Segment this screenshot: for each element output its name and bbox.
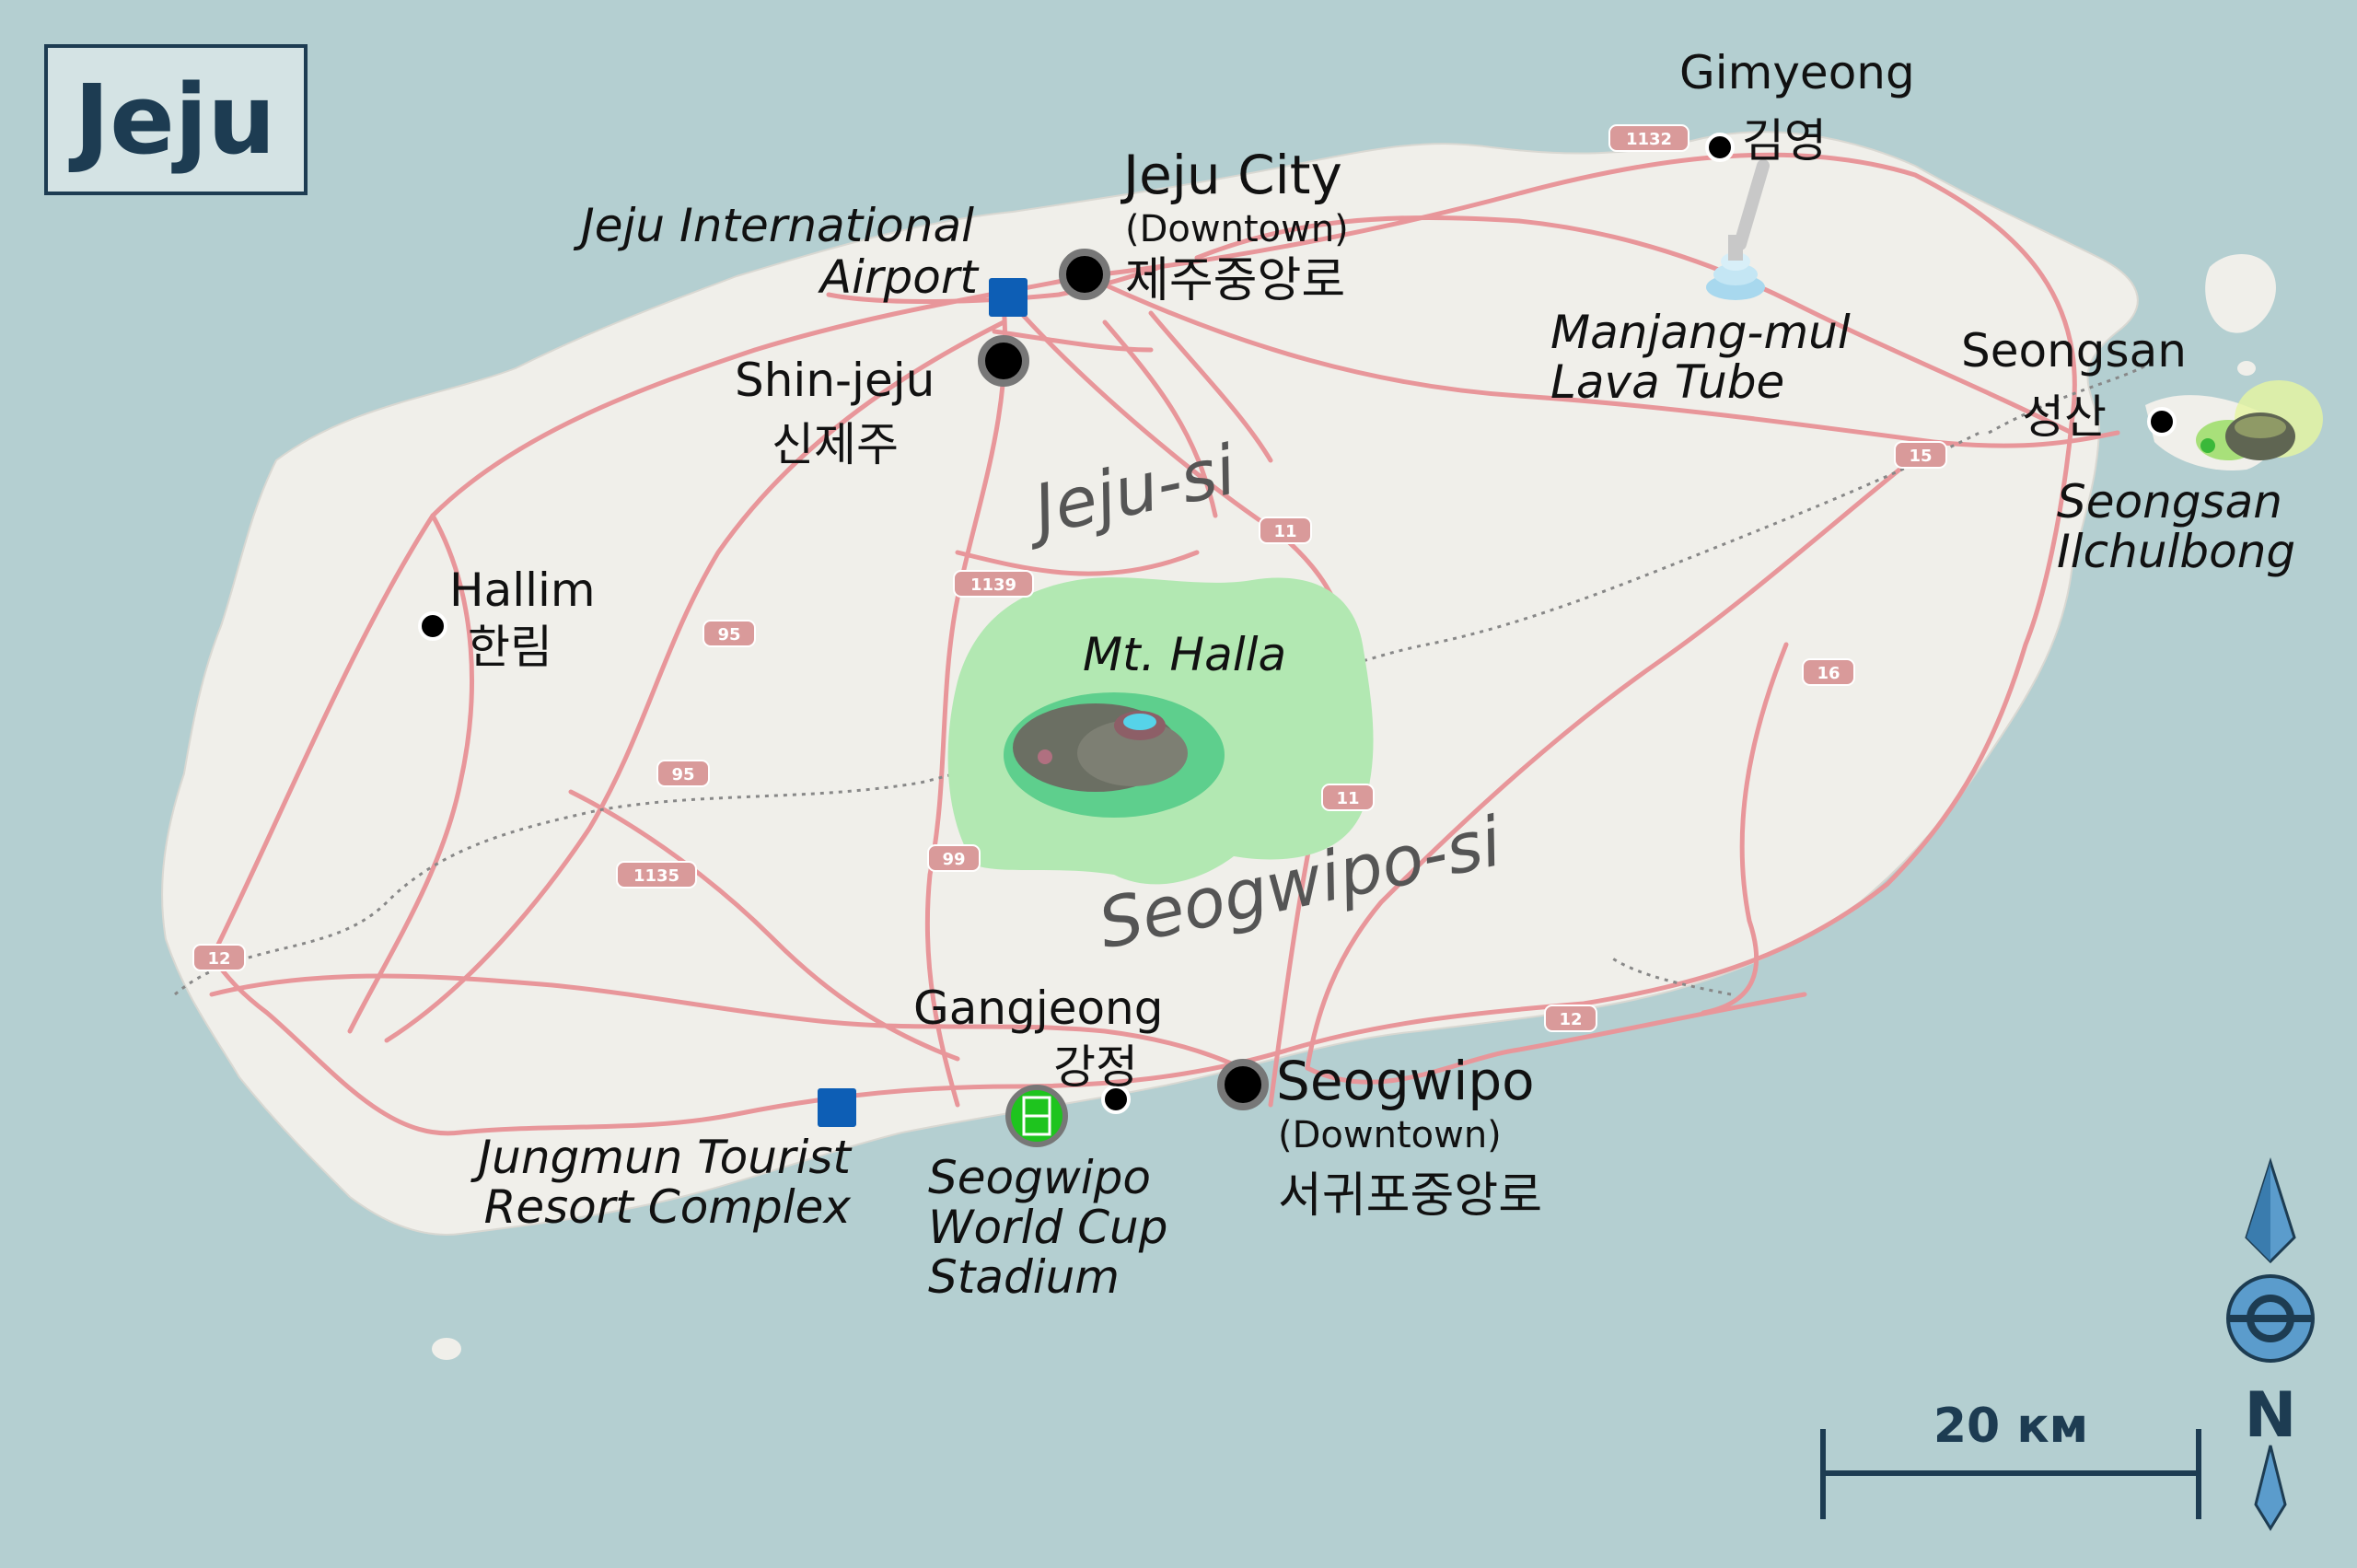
city-name-seogwipo: Seogwipo bbox=[1276, 1050, 1535, 1112]
lava-tube-label-line2: Lava Tube bbox=[1550, 355, 1784, 409]
jungmun-marker-icon[interactable] bbox=[818, 1088, 856, 1127]
town-korean-gangjeong: 강정 bbox=[1053, 1040, 1138, 1094]
city-jeju-city[interactable]: Jeju City (Downtown) 제주중앙로 bbox=[1059, 144, 1349, 308]
compass-rose: N bbox=[2226, 1157, 2315, 1531]
poi-lava-tube[interactable]: Manjang-mul Lava Tube bbox=[1550, 306, 1851, 409]
svg-text:16: 16 bbox=[1817, 664, 1840, 683]
town-name-seongsan: Seongsan bbox=[1961, 324, 2187, 377]
city-marker-jeju-city[interactable] bbox=[1059, 249, 1110, 300]
svg-text:11: 11 bbox=[1336, 789, 1359, 808]
stadium-label-line1: Seogwipo bbox=[928, 1151, 1151, 1204]
svg-text:15: 15 bbox=[1909, 447, 1932, 466]
city-korean-shin-jeju: 신제주 bbox=[772, 418, 899, 471]
city-name-jeju-city: Jeju City bbox=[1120, 144, 1342, 206]
compass-north-label: N bbox=[2245, 1379, 2297, 1452]
shield-1139: 1139 bbox=[953, 570, 1034, 598]
town-korean-hallim: 한림 bbox=[468, 621, 552, 674]
airport-label-line2: Airport bbox=[818, 250, 981, 304]
town-name-gimyeong: Gimyeong bbox=[1679, 46, 1915, 99]
islet-east bbox=[2237, 361, 2256, 376]
airport-marker-icon[interactable] bbox=[989, 278, 1028, 317]
town-korean-seongsan: 성산 bbox=[2022, 390, 2107, 444]
map-title: Jeju bbox=[69, 64, 276, 176]
stadium-label-line3: Stadium bbox=[928, 1250, 1120, 1304]
islet-south bbox=[432, 1338, 461, 1360]
town-marker-gimyeong[interactable] bbox=[1705, 133, 1735, 162]
poi-ilchulbong[interactable]: Seongsan Ilchulbong bbox=[2057, 475, 2295, 578]
city-marker-seogwipo[interactable] bbox=[1217, 1059, 1269, 1110]
poi-airport[interactable]: Jeju International Airport bbox=[573, 199, 1028, 317]
town-marker-hallim[interactable] bbox=[418, 611, 447, 641]
title-frame bbox=[44, 44, 308, 195]
shield-1135: 1135 bbox=[616, 861, 697, 889]
city-sub-jeju-city: (Downtown) bbox=[1125, 208, 1349, 250]
shield-99: 99 bbox=[927, 844, 981, 872]
city-korean-seogwipo: 서귀포중앙로 bbox=[1278, 1168, 1542, 1224]
town-seongsan[interactable]: Seongsan 성산 bbox=[1961, 324, 2187, 444]
shield-16: 16 bbox=[1802, 658, 1855, 686]
shield-11-south: 11 bbox=[1321, 784, 1375, 811]
shield-15: 15 bbox=[1894, 441, 1947, 469]
ilchulbong-label-line1: Seongsan bbox=[2057, 475, 2282, 528]
city-korean-jeju-city: 제주중앙로 bbox=[1125, 253, 1345, 308]
city-marker-shin-jeju[interactable] bbox=[978, 335, 1029, 387]
mt-halla-label[interactable]: Mt. Halla bbox=[1083, 628, 1286, 681]
road-shields: 1132 1139 95 95 1135 99 12 12 11 11 16 1… bbox=[192, 124, 1947, 1032]
svg-text:95: 95 bbox=[671, 765, 694, 784]
town-gangjeong[interactable]: Gangjeong 강정 bbox=[913, 981, 1163, 1114]
lava-tube-icon bbox=[1706, 159, 1770, 300]
compass-needle-south bbox=[2254, 1445, 2287, 1531]
udo-island bbox=[2205, 254, 2276, 333]
scale-bar: 20 км bbox=[1820, 1399, 2201, 1519]
svg-text:1135: 1135 bbox=[633, 866, 679, 886]
town-marker-seongsan[interactable] bbox=[2147, 407, 2177, 436]
town-hallim[interactable]: Hallim 한림 bbox=[418, 563, 596, 674]
svg-text:99: 99 bbox=[942, 850, 965, 869]
town-gimyeong[interactable]: Gimyeong 김영 bbox=[1679, 46, 1915, 168]
svg-text:95: 95 bbox=[717, 625, 740, 645]
mt-halla-lake bbox=[1123, 714, 1156, 730]
hiking-trails bbox=[174, 357, 2156, 996]
svg-text:1132: 1132 bbox=[1626, 130, 1672, 149]
poi-jungmun[interactable]: Jungmun Tourist Resort Complex bbox=[470, 1088, 856, 1234]
town-marker-gangjeong[interactable] bbox=[1101, 1085, 1131, 1114]
mt-halla-dot bbox=[1038, 749, 1052, 764]
road-network bbox=[209, 152, 2120, 1136]
lava-tube-label-line1: Manjang-mul bbox=[1550, 306, 1851, 359]
town-name-hallim: Hallim bbox=[449, 563, 596, 617]
scale-label: 20 км bbox=[1933, 1399, 2088, 1454]
jungmun-label-line2: Resort Complex bbox=[484, 1180, 852, 1234]
jungmun-label-line1: Jungmun Tourist bbox=[470, 1131, 853, 1184]
ilchulbong-icon bbox=[2196, 380, 2323, 460]
airport-label-line1: Jeju International bbox=[573, 199, 974, 252]
shield-1132: 1132 bbox=[1608, 124, 1689, 152]
svg-text:1139: 1139 bbox=[970, 575, 1016, 595]
svg-text:12: 12 bbox=[1559, 1010, 1582, 1029]
svg-text:11: 11 bbox=[1273, 522, 1296, 541]
shield-12-east: 12 bbox=[1544, 1005, 1597, 1032]
city-shin-jeju[interactable]: Shin-jeju 신제주 bbox=[735, 335, 1029, 471]
title-box: Jeju bbox=[44, 44, 308, 195]
shield-12-west: 12 bbox=[192, 944, 246, 971]
compass-needle-north-shade bbox=[2247, 1162, 2270, 1261]
shield-95-south: 95 bbox=[656, 760, 710, 787]
town-name-gangjeong: Gangjeong bbox=[913, 981, 1163, 1035]
shield-11-north: 11 bbox=[1259, 517, 1312, 544]
city-sub-seogwipo: (Downtown) bbox=[1278, 1114, 1502, 1156]
city-seogwipo[interactable]: Seogwipo (Downtown) 서귀포중앙로 bbox=[1217, 1050, 1542, 1224]
city-name-shin-jeju: Shin-jeju bbox=[735, 354, 935, 407]
stadium-label-line2: World Cup bbox=[928, 1201, 1167, 1254]
svg-text:12: 12 bbox=[207, 949, 230, 969]
ilchulbong-label-line2: Ilchulbong bbox=[2057, 525, 2295, 578]
poi-stadium[interactable]: Seogwipo World Cup Stadium bbox=[928, 1085, 1167, 1304]
shield-95-north: 95 bbox=[702, 620, 756, 647]
town-korean-gimyeong: 김영 bbox=[1742, 114, 1827, 168]
mt-halla-crater-inner bbox=[1077, 720, 1188, 786]
